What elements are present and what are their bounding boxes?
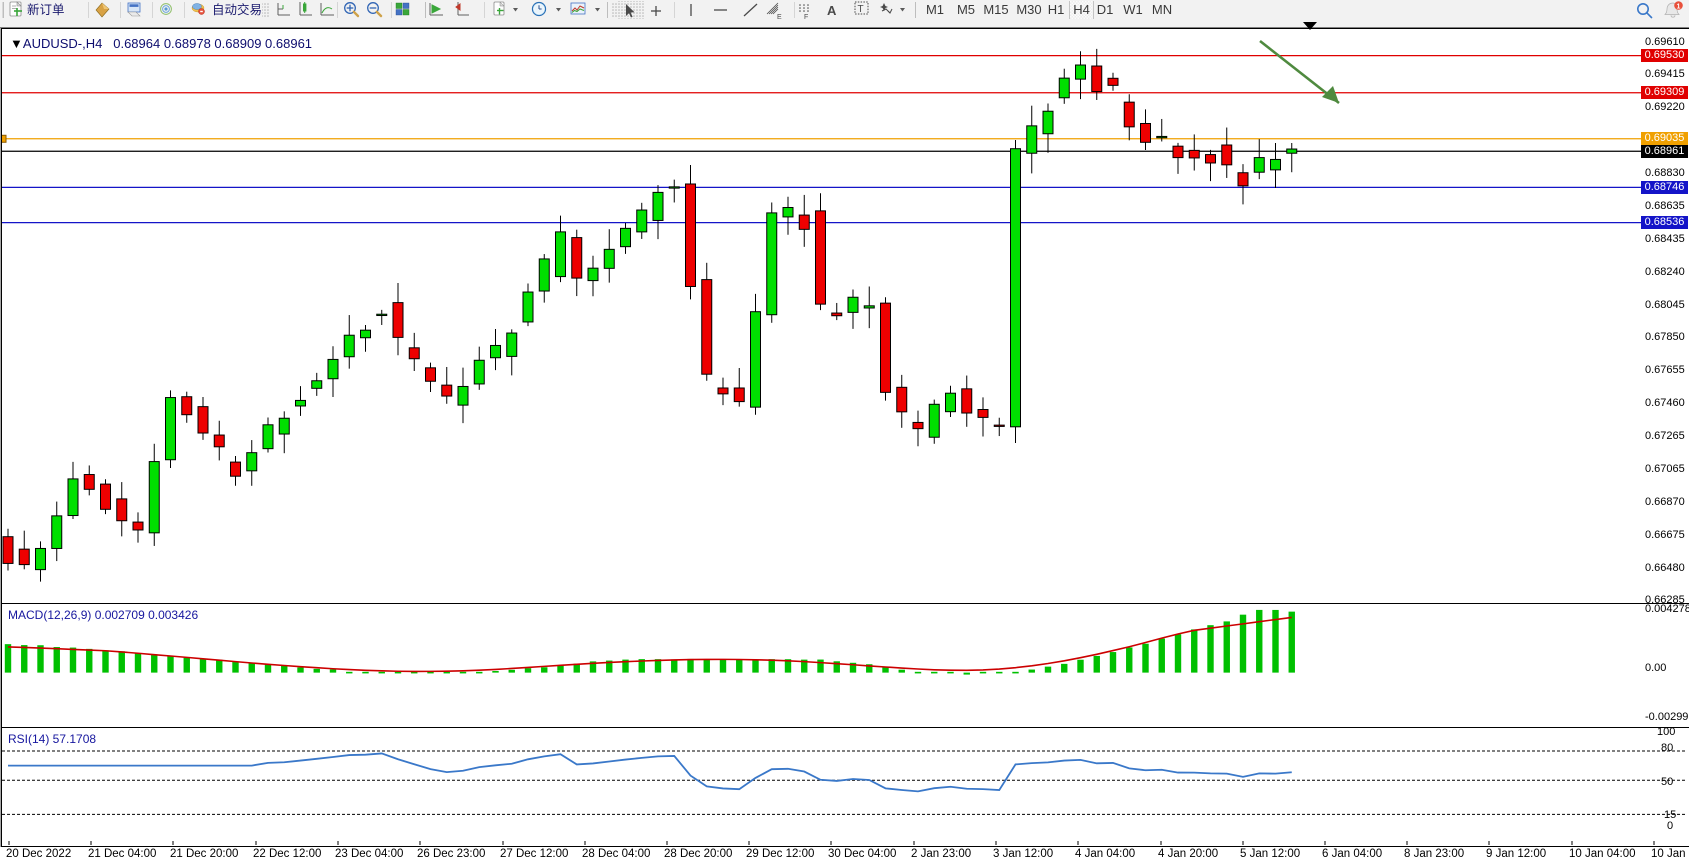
svg-text:自动交易: 自动交易 [212,2,262,17]
svg-text:新订单: 新订单 [27,2,65,17]
svg-text:A: A [827,3,837,18]
svg-text:1: 1 [1677,3,1681,10]
svg-text:T: T [858,4,864,15]
